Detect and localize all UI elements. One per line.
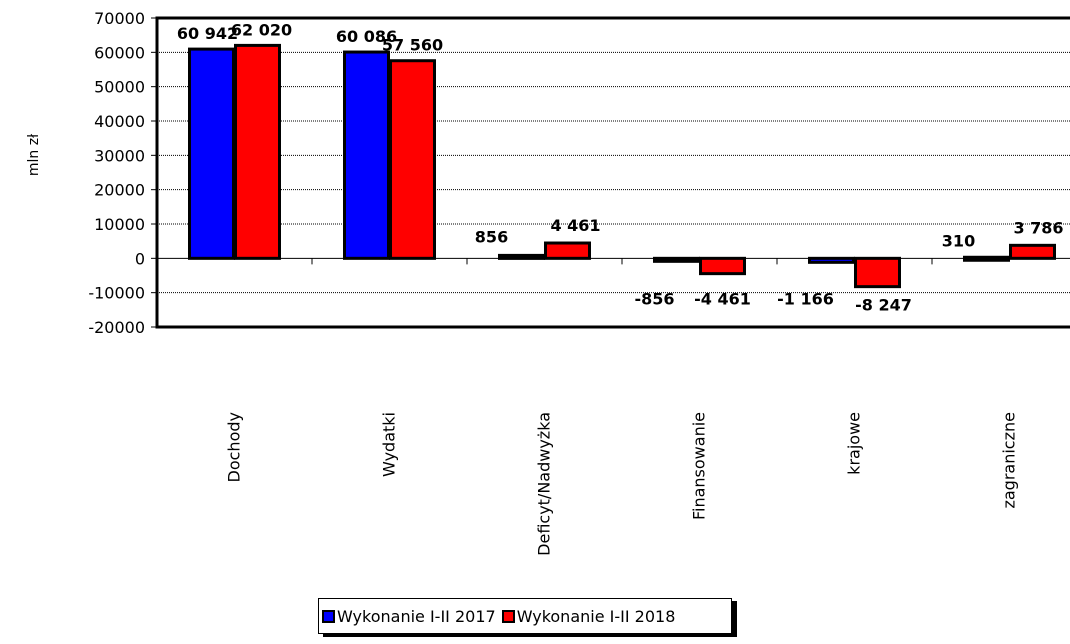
data-label: 60 942 [177,24,238,43]
bar-2018 [234,43,281,260]
y-tick-label: 20000 [94,181,145,200]
data-label: 856 [475,227,508,246]
data-label: 62 020 [231,20,292,39]
legend-item-2018: Wykonanie I-II 2018 [501,606,676,626]
data-label: 60 086 [336,27,397,46]
y-tick-label: 70000 [94,9,145,28]
bar-2018 [389,59,436,260]
category-label: zagraniczne [1000,412,1019,509]
bar-2018 [1009,243,1056,260]
bar-2017 [188,47,235,260]
bar-2018 [544,241,591,260]
y-tick-label: 10000 [94,215,145,234]
bar-2018 [854,256,901,289]
category-label: Finansowanie [690,412,709,520]
y-tick-label: 50000 [94,78,145,97]
data-label: -856 [634,289,674,308]
category-label: Deficyt/Nadwyżka [535,412,554,556]
legend-swatch-2017 [322,609,335,623]
bars [188,43,1056,289]
data-label: 4 461 [550,216,600,235]
category-label: Dochody [225,412,244,482]
y-tick-label: -20000 [88,318,145,337]
legend-item-2017: Wykonanie I-II 2017 [322,607,496,626]
bar-2017 [808,256,855,264]
y-tick-labels: 70000 60000 50000 40000 30000 20000 10000 0 -100… [88,9,145,337]
bar-2017 [963,255,1010,262]
y-tick-label: 60000 [94,43,145,62]
legend-label-2018: Wykonanie I-II 2018 [516,606,676,626]
y-tick-label: 0 [135,249,145,268]
data-label: -4 461 [694,289,751,308]
y-tick-label: -10000 [88,284,145,303]
category-label: krajowe [845,412,864,475]
bar-2017 [343,50,390,260]
data-label: -1 166 [777,289,834,308]
bar-2017 [498,253,545,260]
category-label: Wydatki [380,412,399,477]
category-labels: Dochody Wydatki Deficyt/Nadwyżka Finansowan… [225,412,1019,556]
y-tick-label: 40000 [94,112,145,131]
y-axis-label: mln zł [26,134,42,176]
y-tick-label: 30000 [94,146,145,165]
data-label: -8 247 [855,296,912,315]
legend: Wykonanie I-II 2017 Wykonanie I-II 2018 [318,598,732,634]
legend-swatch-2018 [501,609,515,623]
bar-2017 [653,256,700,263]
data-label: 3 786 [1013,218,1063,237]
data-label: 310 [942,231,975,250]
data-label: 57 560 [382,36,443,55]
plot-frame [155,16,1070,329]
grid-lines [151,17,1070,328]
bar-2018 [699,256,746,276]
legend-label-2017: Wykonanie I-II 2017 [337,606,496,626]
